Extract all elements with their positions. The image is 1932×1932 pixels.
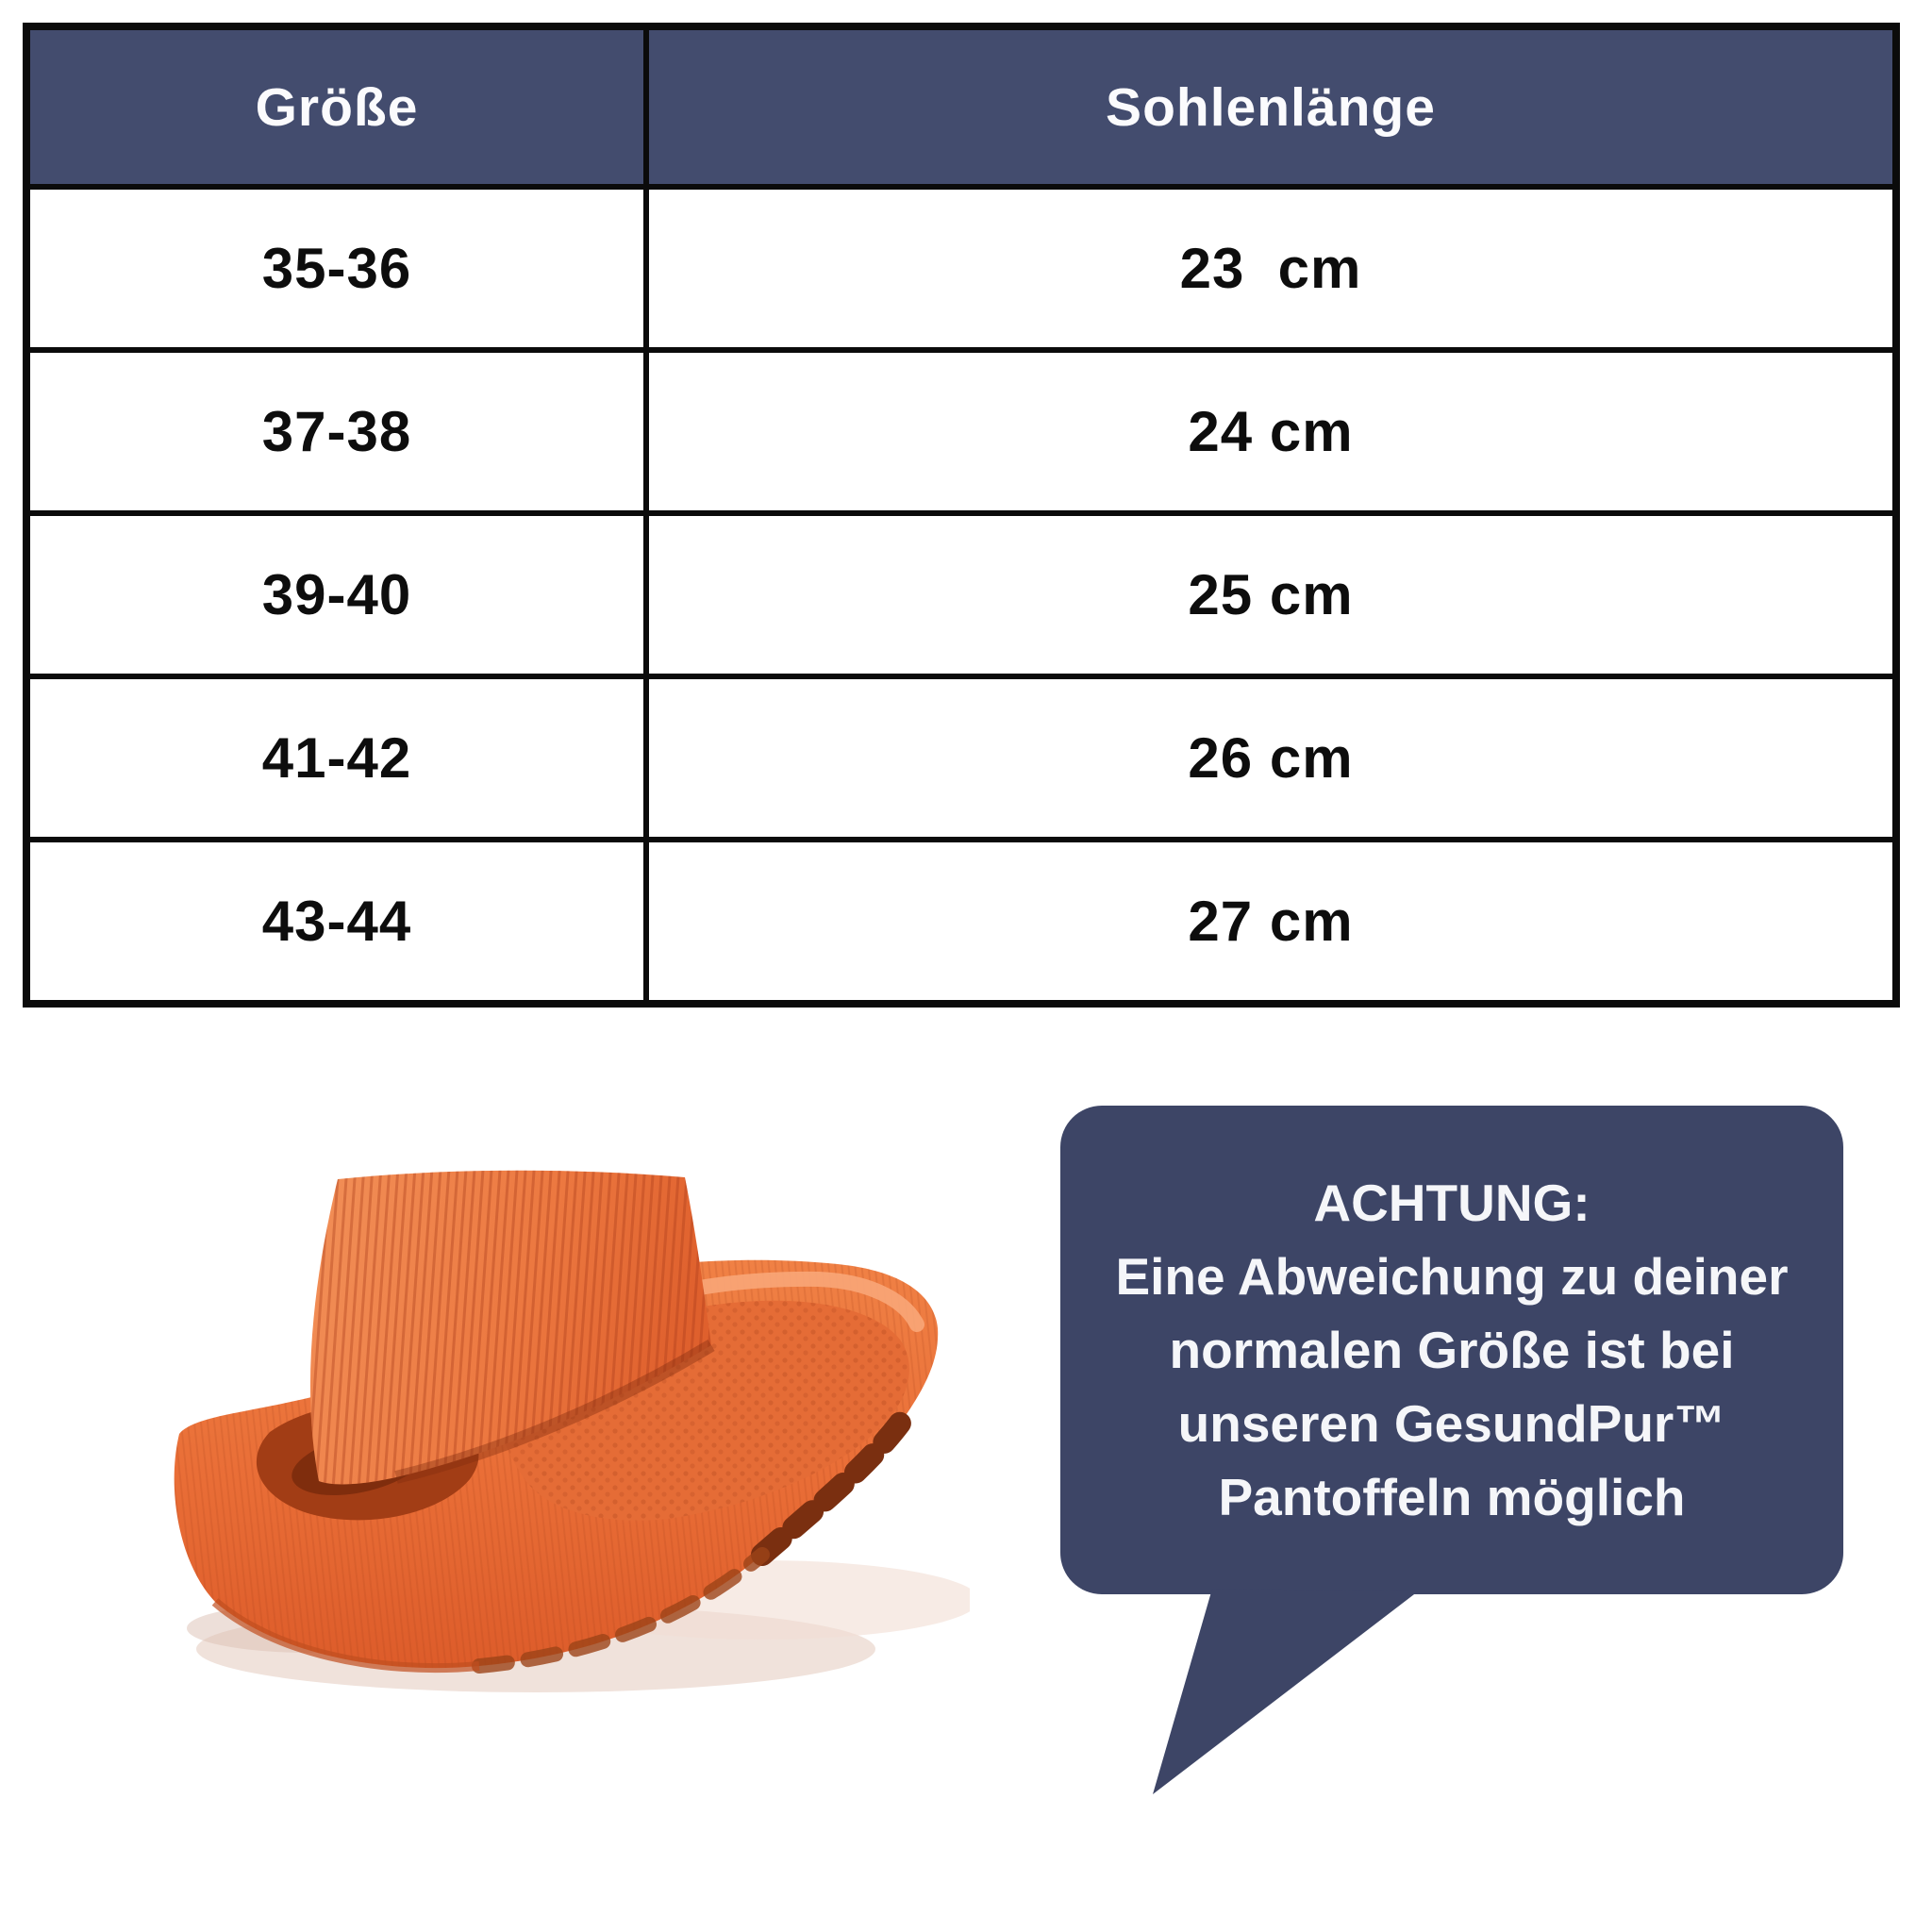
length-cell: 27 cm (643, 837, 1899, 1007)
table-row: 35-36 23 cm (24, 184, 1899, 353)
size-cell: 37-38 (24, 347, 649, 516)
length-cell: 25 cm (643, 510, 1899, 679)
table-row: 41-42 26 cm (24, 674, 1899, 842)
table-row: 39-40 25 cm (24, 510, 1899, 679)
table-row: 43-44 27 cm (24, 837, 1899, 1007)
length-cell: 23 cm (643, 184, 1899, 353)
size-cell: 39-40 (24, 510, 649, 679)
table-row: 37-38 24 cm (24, 347, 1899, 516)
size-cell: 43-44 (24, 837, 649, 1007)
header-cell-sole-length: Sohlenlänge (643, 24, 1899, 190)
callout-line: normalen Größe ist bei (1169, 1321, 1735, 1379)
size-cell: 35-36 (24, 184, 649, 353)
speech-bubble-tail (1153, 1589, 1418, 1794)
attention-callout-bubble: ACHTUNG: Eine Abweichung zu deiner norma… (1060, 1106, 1843, 1594)
callout-line: Eine Abweichung zu deiner (1115, 1247, 1789, 1306)
size-cell: 41-42 (24, 674, 649, 842)
slipper-bottom-shading (211, 1598, 480, 1674)
callout-line: ACHTUNG: (1313, 1174, 1591, 1232)
slipper-strap-shadow-edge (394, 1340, 715, 1484)
length-cell: 26 cm (643, 674, 1899, 842)
length-cell: 24 cm (643, 347, 1899, 516)
callout-line: unseren GesundPur™ (1177, 1394, 1726, 1453)
callout-line: Pantoffeln möglich (1218, 1468, 1686, 1526)
slipper-tread (751, 1400, 920, 1566)
slipper-strap-ribs (309, 1170, 711, 1485)
slipper-tread (472, 1547, 770, 1674)
header-cell-size: Größe (24, 24, 649, 190)
size-table: Größe Sohlenlänge 35-36 23 cm 37-38 24 c… (23, 23, 1900, 1008)
slipper-product-image (174, 1170, 970, 1692)
table-header-row: Größe Sohlenlänge (24, 24, 1899, 190)
